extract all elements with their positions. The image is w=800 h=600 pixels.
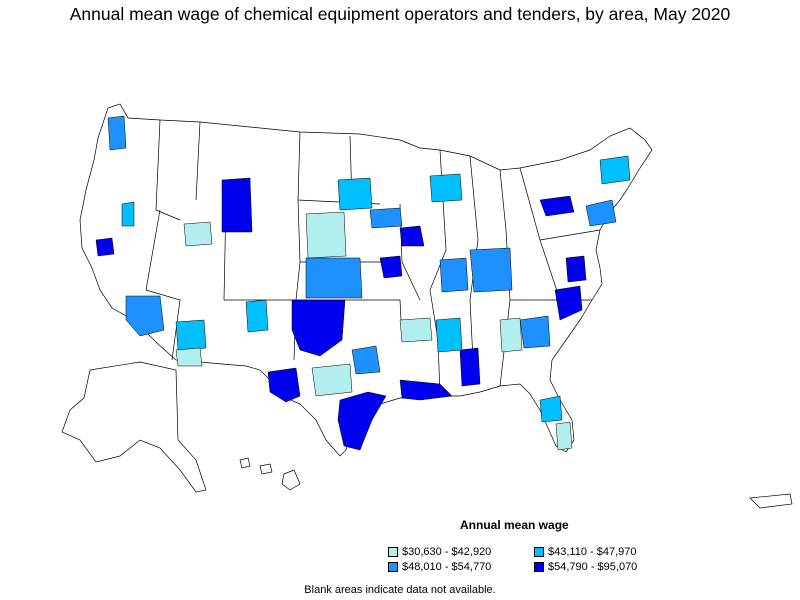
area-arkansas <box>399 317 433 343</box>
area-nebraska <box>305 211 347 259</box>
area-missouri-east <box>379 255 403 279</box>
area-west-texas <box>291 299 346 357</box>
area-florida-central <box>539 395 563 423</box>
area-new-jersey <box>585 199 617 227</box>
area-arizona <box>125 295 165 337</box>
area-wisconsin <box>429 173 463 203</box>
area-washington <box>107 115 127 151</box>
area-gulf-coast-texas <box>337 391 387 451</box>
area-pennsylvania <box>539 195 575 217</box>
map-title: Annual mean wage of chemical equipment o… <box>69 4 731 24</box>
area-new-mexico <box>245 299 269 333</box>
area-central-texas <box>311 363 353 397</box>
area-wyoming <box>221 177 253 233</box>
area-louisiana <box>399 379 453 401</box>
legend-swatch-tier1 <box>388 547 398 557</box>
area-virginia <box>565 255 587 283</box>
area-iowa <box>369 207 403 229</box>
legend-item-tier1: $30,630 - $42,920 <box>388 546 491 558</box>
legend-swatch-tier4 <box>534 562 544 572</box>
area-new-york <box>599 155 631 185</box>
legend-label-tier2: $43,110 - $47,970 <box>548 546 637 558</box>
area-idaho <box>121 201 135 227</box>
alaska-outline <box>61 361 207 493</box>
legend-label-tier4: $54,790 - $95,070 <box>548 561 638 573</box>
area-tucson <box>175 347 203 367</box>
footnote: Blank areas indicate data not available. <box>304 584 496 596</box>
area-indiana <box>439 257 469 293</box>
area-california-bay <box>95 237 115 257</box>
legend-title: Annual mean wage <box>460 518 569 532</box>
area-mississippi <box>435 317 463 353</box>
legend-label-tier3: $48,010 - $54,770 <box>402 561 492 573</box>
area-kentucky <box>469 247 513 293</box>
area-southwest-texas <box>267 367 301 403</box>
area-illinois <box>399 225 425 247</box>
area-kansas <box>305 257 363 299</box>
area-utah <box>183 221 213 247</box>
hawaii-islands <box>239 457 301 491</box>
legend-item-tier4: $54,790 - $95,070 <box>534 561 637 573</box>
legend-label-tier1: $30,630 - $42,920 <box>402 546 492 558</box>
legend-item-tier3: $48,010 - $54,770 <box>388 561 491 573</box>
puerto-rico-outline <box>749 493 793 509</box>
area-south-florida <box>555 421 573 451</box>
area-southern-arizona <box>175 319 207 351</box>
legend-item-tier2: $43,110 - $47,970 <box>534 546 636 558</box>
legend-swatch-tier2 <box>534 547 544 557</box>
legend-swatch-tier3 <box>388 562 398 572</box>
area-minnesota-south <box>337 177 373 211</box>
area-east-texas <box>351 345 381 375</box>
area-alabama <box>459 347 481 387</box>
area-south-carolina <box>519 315 551 349</box>
area-north-carolina <box>554 285 583 321</box>
area-georgia <box>499 317 523 353</box>
